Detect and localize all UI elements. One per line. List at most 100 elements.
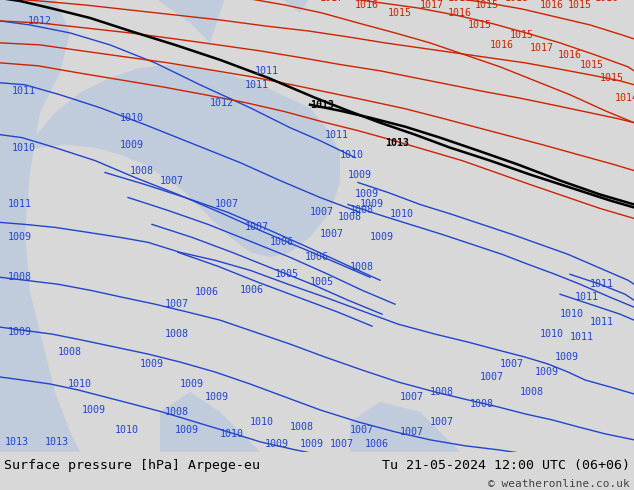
Text: 1009: 1009 — [555, 352, 579, 362]
Text: 1011: 1011 — [255, 66, 279, 76]
Text: 1010: 1010 — [120, 113, 144, 122]
Text: 1006: 1006 — [305, 252, 329, 262]
Text: 1013: 1013 — [310, 100, 334, 110]
Text: 1007: 1007 — [245, 222, 269, 232]
Text: 1008: 1008 — [470, 399, 494, 409]
Polygon shape — [120, 0, 225, 43]
Polygon shape — [0, 0, 80, 452]
Text: 1011: 1011 — [245, 80, 269, 90]
Text: 1010: 1010 — [540, 329, 564, 339]
Text: 1008: 1008 — [165, 329, 189, 339]
Text: 1013: 1013 — [385, 138, 409, 147]
Text: 1017: 1017 — [320, 0, 344, 3]
Text: 1008: 1008 — [338, 212, 362, 222]
Text: 1011: 1011 — [590, 279, 614, 289]
Text: 1007: 1007 — [215, 199, 239, 209]
Text: 1007: 1007 — [330, 439, 354, 449]
Text: 1010: 1010 — [115, 425, 139, 435]
Text: 1013: 1013 — [5, 437, 29, 447]
Text: 1016: 1016 — [595, 0, 619, 3]
Text: 1014: 1014 — [615, 93, 634, 103]
Text: 1007: 1007 — [400, 427, 424, 437]
Text: 1011: 1011 — [12, 86, 36, 96]
Text: 1011: 1011 — [8, 199, 32, 209]
Text: 1017: 1017 — [530, 43, 554, 53]
Text: 1015: 1015 — [580, 60, 604, 70]
Text: 1010: 1010 — [340, 149, 364, 160]
Text: 1012: 1012 — [28, 16, 52, 26]
Text: 1008: 1008 — [8, 272, 32, 282]
Text: 1007: 1007 — [310, 207, 334, 218]
Text: 1009: 1009 — [8, 327, 32, 337]
Text: 1009: 1009 — [8, 232, 32, 243]
Text: 1008: 1008 — [350, 262, 374, 272]
Text: 1011: 1011 — [575, 292, 599, 302]
Text: 1009: 1009 — [140, 359, 164, 369]
Polygon shape — [350, 402, 460, 452]
Text: 1006: 1006 — [195, 287, 219, 297]
Text: 1006: 1006 — [270, 237, 294, 247]
Text: 1010: 1010 — [68, 379, 92, 389]
Text: 1009: 1009 — [175, 425, 199, 435]
Polygon shape — [0, 0, 340, 257]
Text: 1009: 1009 — [355, 190, 379, 199]
Text: 1010: 1010 — [250, 417, 274, 427]
Text: 1010: 1010 — [390, 209, 414, 220]
Text: 1009: 1009 — [82, 405, 106, 415]
Text: 1009: 1009 — [120, 140, 144, 149]
Text: 1007: 1007 — [165, 299, 189, 309]
Text: 1007: 1007 — [430, 417, 454, 427]
Text: 1008: 1008 — [290, 422, 314, 432]
Text: 1010: 1010 — [220, 429, 244, 439]
Polygon shape — [240, 0, 310, 13]
Text: Surface pressure [hPa] Arpege-eu: Surface pressure [hPa] Arpege-eu — [4, 459, 260, 472]
Text: 1005: 1005 — [310, 277, 334, 287]
Text: 1012: 1012 — [210, 98, 234, 108]
Text: 1015: 1015 — [475, 0, 499, 10]
Text: 1007: 1007 — [480, 372, 504, 382]
Text: 1015: 1015 — [568, 0, 592, 10]
Text: 1010: 1010 — [560, 309, 584, 319]
Text: 1009: 1009 — [300, 439, 324, 449]
Text: 1005: 1005 — [275, 270, 299, 279]
Text: 1018: 1018 — [505, 0, 529, 3]
Text: 1015: 1015 — [600, 73, 624, 83]
Text: 1008: 1008 — [520, 387, 544, 397]
Text: 1007: 1007 — [350, 425, 374, 435]
Text: 1010: 1010 — [12, 143, 36, 152]
Text: 1009: 1009 — [370, 232, 394, 243]
Text: 1009: 1009 — [348, 170, 372, 179]
Text: 1007: 1007 — [320, 229, 344, 240]
Text: © weatheronline.co.uk: © weatheronline.co.uk — [488, 479, 630, 489]
Text: 1016: 1016 — [448, 0, 472, 3]
Text: 1006: 1006 — [365, 439, 389, 449]
Text: 1016: 1016 — [355, 0, 379, 10]
Text: 1013: 1013 — [45, 437, 69, 447]
Polygon shape — [160, 392, 260, 452]
Text: 1016: 1016 — [558, 50, 582, 60]
Text: 1009: 1009 — [265, 439, 289, 449]
Text: 1015: 1015 — [510, 30, 534, 40]
Text: 1016: 1016 — [490, 40, 514, 50]
Text: 1008: 1008 — [165, 407, 189, 417]
Text: 1009: 1009 — [205, 392, 229, 402]
Text: 1011: 1011 — [570, 332, 594, 342]
Text: 1009: 1009 — [535, 367, 559, 377]
Text: 1016: 1016 — [540, 0, 564, 10]
Text: 1008: 1008 — [350, 205, 374, 216]
Text: 1017: 1017 — [420, 0, 444, 10]
Text: 1011: 1011 — [325, 130, 349, 140]
Text: 1011: 1011 — [590, 317, 614, 327]
Text: 1015: 1015 — [468, 20, 492, 30]
Text: Tu 21-05-2024 12:00 UTC (06+06): Tu 21-05-2024 12:00 UTC (06+06) — [382, 459, 630, 472]
Text: 1016: 1016 — [448, 8, 472, 18]
Text: 1008: 1008 — [58, 347, 82, 357]
Text: 1008: 1008 — [130, 166, 154, 175]
Text: 1015: 1015 — [388, 8, 412, 18]
Text: 1009: 1009 — [180, 379, 204, 389]
Text: 1006: 1006 — [240, 285, 264, 295]
Text: 1007: 1007 — [400, 392, 424, 402]
Text: 1009: 1009 — [360, 199, 384, 209]
Text: 1007: 1007 — [500, 359, 524, 369]
Text: 1007: 1007 — [160, 175, 184, 186]
